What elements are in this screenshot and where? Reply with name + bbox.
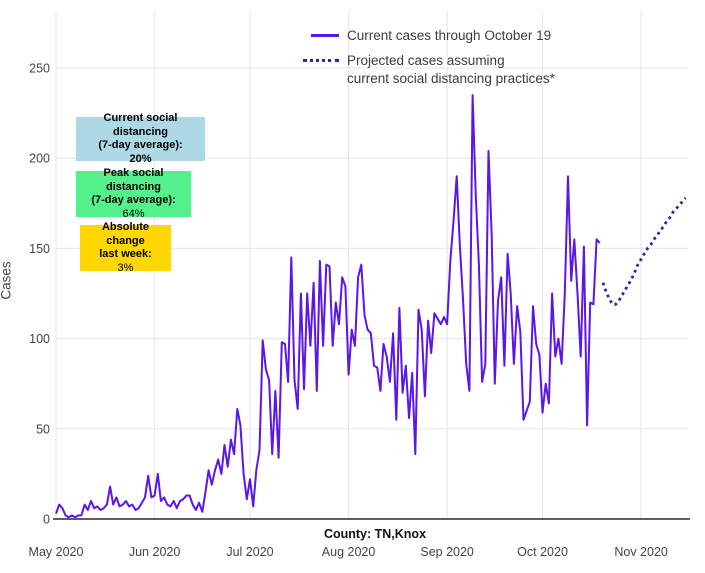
y-tick-label: 0 <box>43 513 50 527</box>
annotation-current-social-distancing: Current social distancing (7-day average… <box>76 112 205 165</box>
legend-label: Current cases through October 19 <box>347 28 552 43</box>
x-tick-label: Jun 2020 <box>129 545 180 559</box>
legend: Current cases through October 19 Project… <box>303 27 555 95</box>
legend-item-projected-cases[interactable]: Projected cases assuming current social … <box>303 52 555 88</box>
y-tick-label: 250 <box>29 62 50 76</box>
x-tick-label: Aug 2020 <box>322 545 376 559</box>
y-axis-title: Cases <box>0 261 14 300</box>
series-projected-cases-line <box>601 196 687 306</box>
y-tick-label: 100 <box>29 332 50 346</box>
y-tick-label: 50 <box>36 422 50 436</box>
current-social-distancing-value: 20% <box>129 152 152 165</box>
x-tick-label: May 2020 <box>29 545 84 559</box>
legend-label: Projected cases assuming current social … <box>347 53 555 86</box>
y-tick-label: 200 <box>29 152 50 166</box>
peak-social-distancing-value: 64% <box>122 207 145 220</box>
annotation-absolute-change: Absolute change last week: 3% <box>80 221 171 274</box>
x-tick-label: Nov 2020 <box>614 545 668 559</box>
x-tick-label: Oct 2020 <box>517 545 568 559</box>
absolute-change-value: 3% <box>117 261 134 274</box>
x-tick-label: Jul 2020 <box>226 545 273 559</box>
dotted-line-swatch <box>303 59 339 62</box>
series-current-cases-line <box>55 94 601 519</box>
x-tick-label: Sep 2020 <box>420 545 474 559</box>
x-axis-title: County: TN,Knox <box>323 527 427 541</box>
annotation-peak-social-distancing: Peak social distancing (7-day average): … <box>76 167 191 220</box>
solid-line-swatch <box>311 34 339 37</box>
y-tick-label: 150 <box>29 242 50 256</box>
legend-item-current-cases[interactable]: Current cases through October 19 <box>303 27 555 45</box>
